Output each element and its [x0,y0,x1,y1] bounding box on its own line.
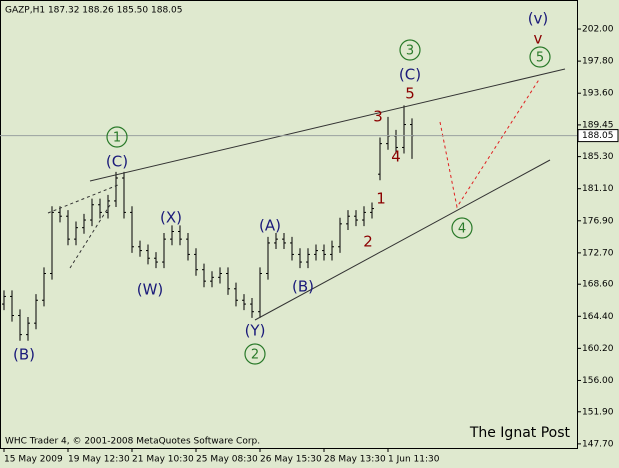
wave-circle [529,46,551,68]
last-price-label: 188.05 [582,131,614,141]
wave-label: 1 [113,131,121,146]
y-tick-label: 156.00 [582,376,614,386]
plot-area [2,105,414,341]
chart-title: GAZP,H1 187.32 188.26 185.50 188.05 [5,6,183,16]
y-tick-label: 189.45 [582,120,614,130]
channel-dashed [47,184,119,214]
wave-label: 2 [251,348,259,363]
wave-label: 3 [406,44,414,59]
last-price-box [577,129,619,143]
wave-label: 1 [376,190,386,208]
y-tick-label: 160.20 [582,344,614,354]
trend-line-lower [254,159,551,321]
copyright: WHC Trader 4, © 2001-2008 MetaQuotes Sof… [5,437,260,447]
x-tick-label: 1 Jun 11:30 [388,455,440,465]
trend-line-upper [89,68,566,182]
wave-circle [244,343,266,365]
wave-label: (W) [137,281,164,299]
x-tick-label: 15 May 2009 [4,455,63,465]
channel-dashed [69,204,111,269]
x-tick-label: 19 May 12:30 [68,455,130,465]
wave-label: (v) [528,10,549,28]
wave-label: (Y) [245,322,266,340]
y-tick-label: 164.40 [582,312,614,322]
y-tick-label: 202.00 [582,25,614,35]
y-tick-label: 176.90 [582,216,614,226]
x-tick-label: 21 May 10:30 [132,455,194,465]
wave-label: v [534,30,543,48]
wave-label: 5 [405,85,415,103]
wave-circle [399,39,421,61]
plot-frame [0,0,578,449]
y-tick-label: 151.90 [582,407,614,417]
y-tick-label: 172.70 [582,248,614,258]
watermark: The Ignat Post [469,425,571,441]
y-tick-label: 197.80 [582,57,614,67]
wave-circle [451,217,473,239]
y-tick-label: 147.70 [582,439,614,449]
x-tick-label: 26 May 15:30 [260,455,322,465]
wave-label: (C) [399,66,421,84]
wave-label: 5 [536,51,544,66]
wave-label: (B) [13,346,35,364]
y-tick-label: 193.60 [582,89,614,99]
projection-path [439,77,541,209]
y-tick-label: 185.30 [582,152,614,162]
wave-label: 3 [373,108,383,126]
wave-circle [106,126,128,148]
x-tick-label: 28 May 13:30 [324,455,386,465]
wave-label: (A) [259,217,281,235]
wave-label: (X) [160,209,182,227]
y-tick-label: 168.60 [582,280,614,290]
wave-label: (B) [292,278,314,296]
wave-label: 2 [363,233,373,251]
wave-label: 4 [458,222,466,237]
wave-label: (C) [106,153,128,171]
x-tick-label: 25 May 08:30 [196,455,258,465]
wave-label: 4 [391,148,401,166]
y-tick-label: 181.10 [582,184,614,194]
